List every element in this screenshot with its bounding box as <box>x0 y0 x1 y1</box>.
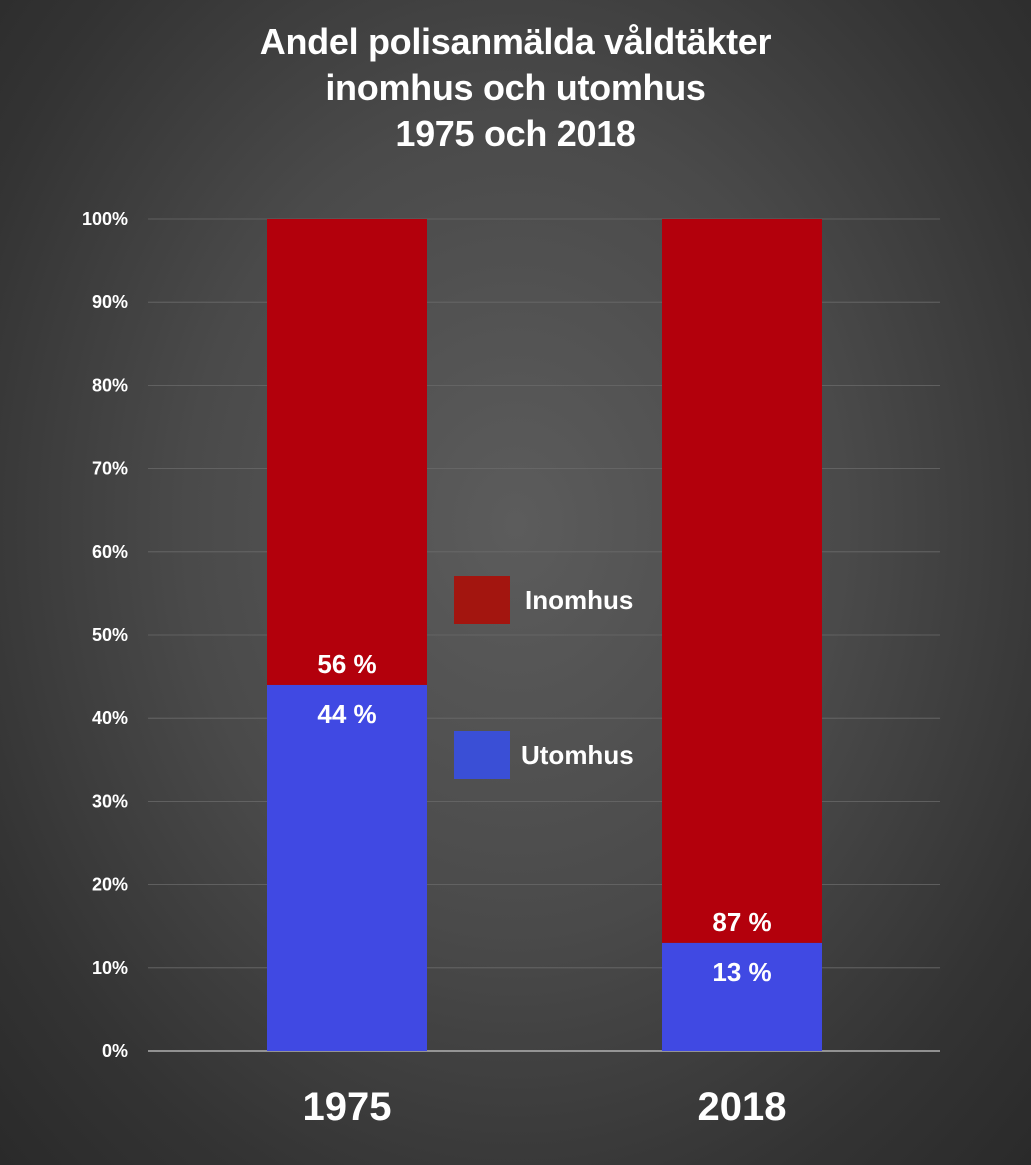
legend-label-inomhus: Inomhus <box>525 585 634 615</box>
legend-swatch-utomhus <box>454 731 510 779</box>
bar-segment-utomhus-1975 <box>267 684 427 1051</box>
data-label-utomhus-2018: 13 % <box>712 957 771 987</box>
data-label-inomhus-2018: 87 % <box>712 907 771 937</box>
y-tick-label: 50% <box>92 625 128 645</box>
bar-segment-inomhus-1975 <box>267 219 427 685</box>
y-tick-label: 70% <box>92 459 128 479</box>
x-category-label: 1975 <box>303 1085 392 1129</box>
chart-title-line-2: inomhus och utomhus <box>325 67 706 108</box>
bar-segment-utomhus-2018 <box>662 942 822 1051</box>
y-tick-label: 10% <box>92 958 128 978</box>
x-category-label: 2018 <box>698 1085 787 1129</box>
y-tick-label: 60% <box>92 542 128 562</box>
y-tick-label: 0% <box>102 1041 128 1061</box>
y-tick-label: 100% <box>82 209 128 229</box>
chart-title-line-1: Andel polisanmälda våldtäkter <box>259 21 772 62</box>
y-tick-label: 20% <box>92 875 128 895</box>
y-tick-label: 90% <box>92 292 128 312</box>
legend-swatch-inomhus <box>454 576 510 624</box>
bar-segment-inomhus-2018 <box>662 219 822 943</box>
y-tick-label: 80% <box>92 375 128 395</box>
legend-label-utomhus: Utomhus <box>521 740 634 770</box>
data-label-inomhus-1975: 56 % <box>317 649 376 679</box>
data-label-utomhus-1975: 44 % <box>317 699 376 729</box>
y-tick-label: 30% <box>92 791 128 811</box>
chart-title-line-3: 1975 och 2018 <box>395 113 636 154</box>
y-tick-label: 40% <box>92 708 128 728</box>
